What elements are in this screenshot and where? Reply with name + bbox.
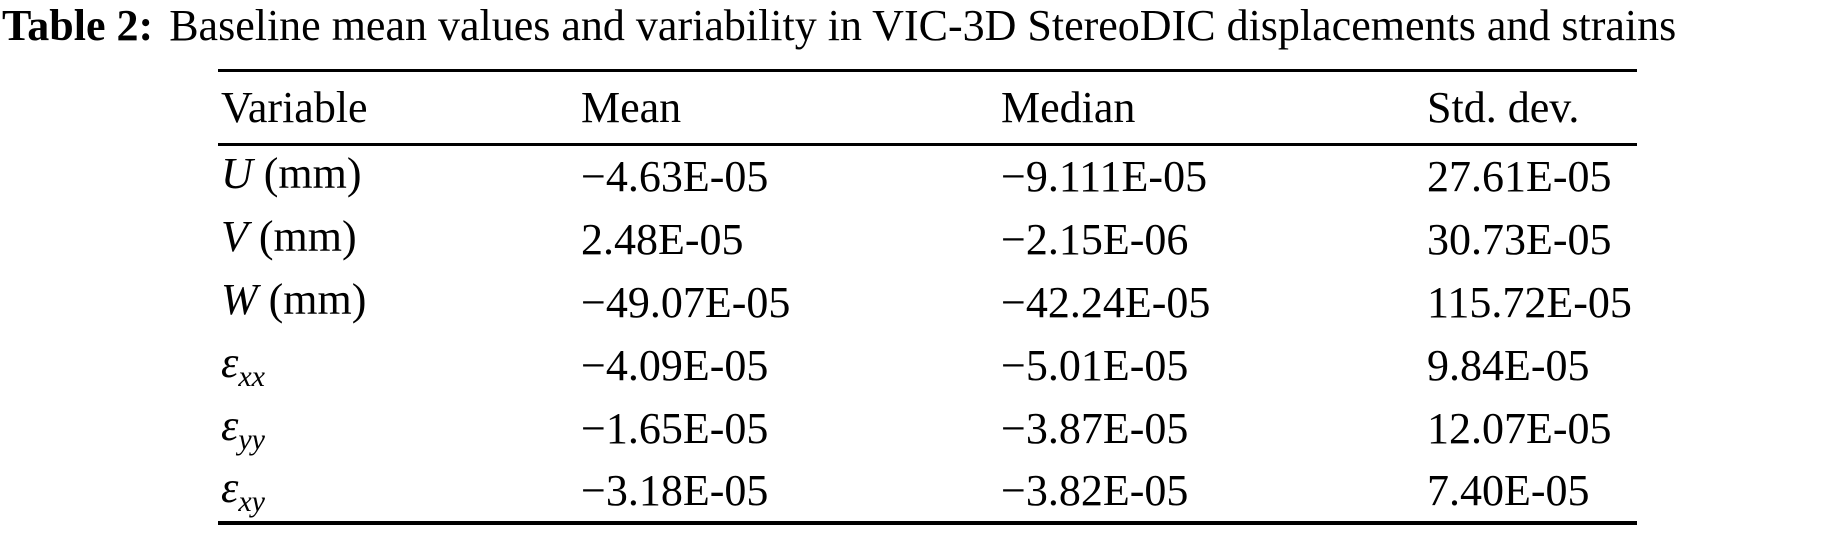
variable-subscript: yy bbox=[238, 422, 265, 456]
cell-median: −3.82E-05 bbox=[1001, 465, 1189, 515]
table-header: Variable Mean Median Std. dev. bbox=[218, 71, 1637, 145]
cell-variable: εxx bbox=[218, 334, 578, 397]
cell-median: −3.87E-05 bbox=[1001, 403, 1189, 453]
variable-symbol: V bbox=[221, 211, 248, 261]
cell-std-dev: 7.40E-05 bbox=[1427, 465, 1590, 515]
variable-subscript: xy bbox=[238, 484, 265, 518]
cell-std-dev: 27.61E-05 bbox=[1427, 152, 1612, 202]
table-row-v: V (mm) 2.48E-05 −2.15E-06 30.73E-05 bbox=[218, 208, 1637, 271]
variable-symbol: ε bbox=[221, 337, 239, 387]
table-row-epsilon-yy: εyy −1.65E-05 −3.87E-05 12.07E-05 bbox=[218, 397, 1637, 460]
cell-variable: U (mm) bbox=[218, 145, 578, 208]
table-row-epsilon-xy: εxy −3.18E-05 −3.82E-05 7.40E-05 bbox=[218, 460, 1637, 523]
cell-std-dev: 9.84E-05 bbox=[1427, 340, 1590, 390]
table-row-epsilon-xx: εxx −4.09E-05 −5.01E-05 9.84E-05 bbox=[218, 334, 1637, 397]
cell-mean: −3.18E-05 bbox=[581, 465, 769, 515]
cell-mean: 2.48E-05 bbox=[581, 214, 744, 264]
cell-std-dev: 30.73E-05 bbox=[1427, 214, 1612, 264]
header-row: Variable Mean Median Std. dev. bbox=[218, 71, 1637, 145]
cell-median: −2.15E-06 bbox=[1001, 214, 1189, 264]
cell-mean: −1.65E-05 bbox=[581, 403, 769, 453]
table-row-u: U (mm) −4.63E-05 −9.111E-05 27.61E-05 bbox=[218, 145, 1637, 208]
table-caption: Table 2: Baseline mean values and variabi… bbox=[2, 0, 1676, 52]
caption-text: Baseline mean values and variability in … bbox=[169, 1, 1677, 50]
variable-unit: (mm) bbox=[252, 149, 362, 199]
variable-unit: (mm) bbox=[257, 274, 367, 324]
table-body: U (mm) −4.63E-05 −9.111E-05 27.61E-05 V … bbox=[218, 145, 1637, 523]
data-table: Variable Mean Median Std. dev. U (mm) −4… bbox=[218, 69, 1637, 525]
variable-unit: (mm) bbox=[247, 211, 357, 261]
cell-variable: εxy bbox=[218, 460, 578, 523]
cell-variable: W (mm) bbox=[218, 271, 578, 334]
caption-label: Table 2: bbox=[2, 1, 154, 50]
header-cell-median: Median bbox=[1001, 83, 1136, 132]
cell-std-dev: 12.07E-05 bbox=[1427, 403, 1612, 453]
table-row-w: W (mm) −49.07E-05 −42.24E-05 115.72E-05 bbox=[218, 271, 1637, 334]
cell-variable: εyy bbox=[218, 397, 578, 460]
header-cell-std-dev: Std. dev. bbox=[1427, 83, 1580, 132]
header-cell-mean: Mean bbox=[581, 83, 682, 132]
cell-variable: V (mm) bbox=[218, 208, 578, 271]
cell-median: −42.24E-05 bbox=[1001, 277, 1211, 327]
variable-symbol: W bbox=[221, 274, 258, 324]
variable-symbol: U bbox=[221, 149, 253, 199]
variable-subscript: xx bbox=[238, 359, 265, 393]
cell-median: −5.01E-05 bbox=[1001, 340, 1189, 390]
cell-mean: −4.63E-05 bbox=[581, 152, 769, 202]
cell-median: −9.111E-05 bbox=[1001, 152, 1208, 202]
cell-std-dev: 115.72E-05 bbox=[1427, 277, 1632, 327]
header-cell-variable: Variable bbox=[221, 83, 368, 132]
cell-mean: −4.09E-05 bbox=[581, 340, 769, 390]
cell-mean: −49.07E-05 bbox=[581, 277, 791, 327]
variable-symbol: ε bbox=[221, 462, 239, 512]
variable-symbol: ε bbox=[221, 400, 239, 450]
